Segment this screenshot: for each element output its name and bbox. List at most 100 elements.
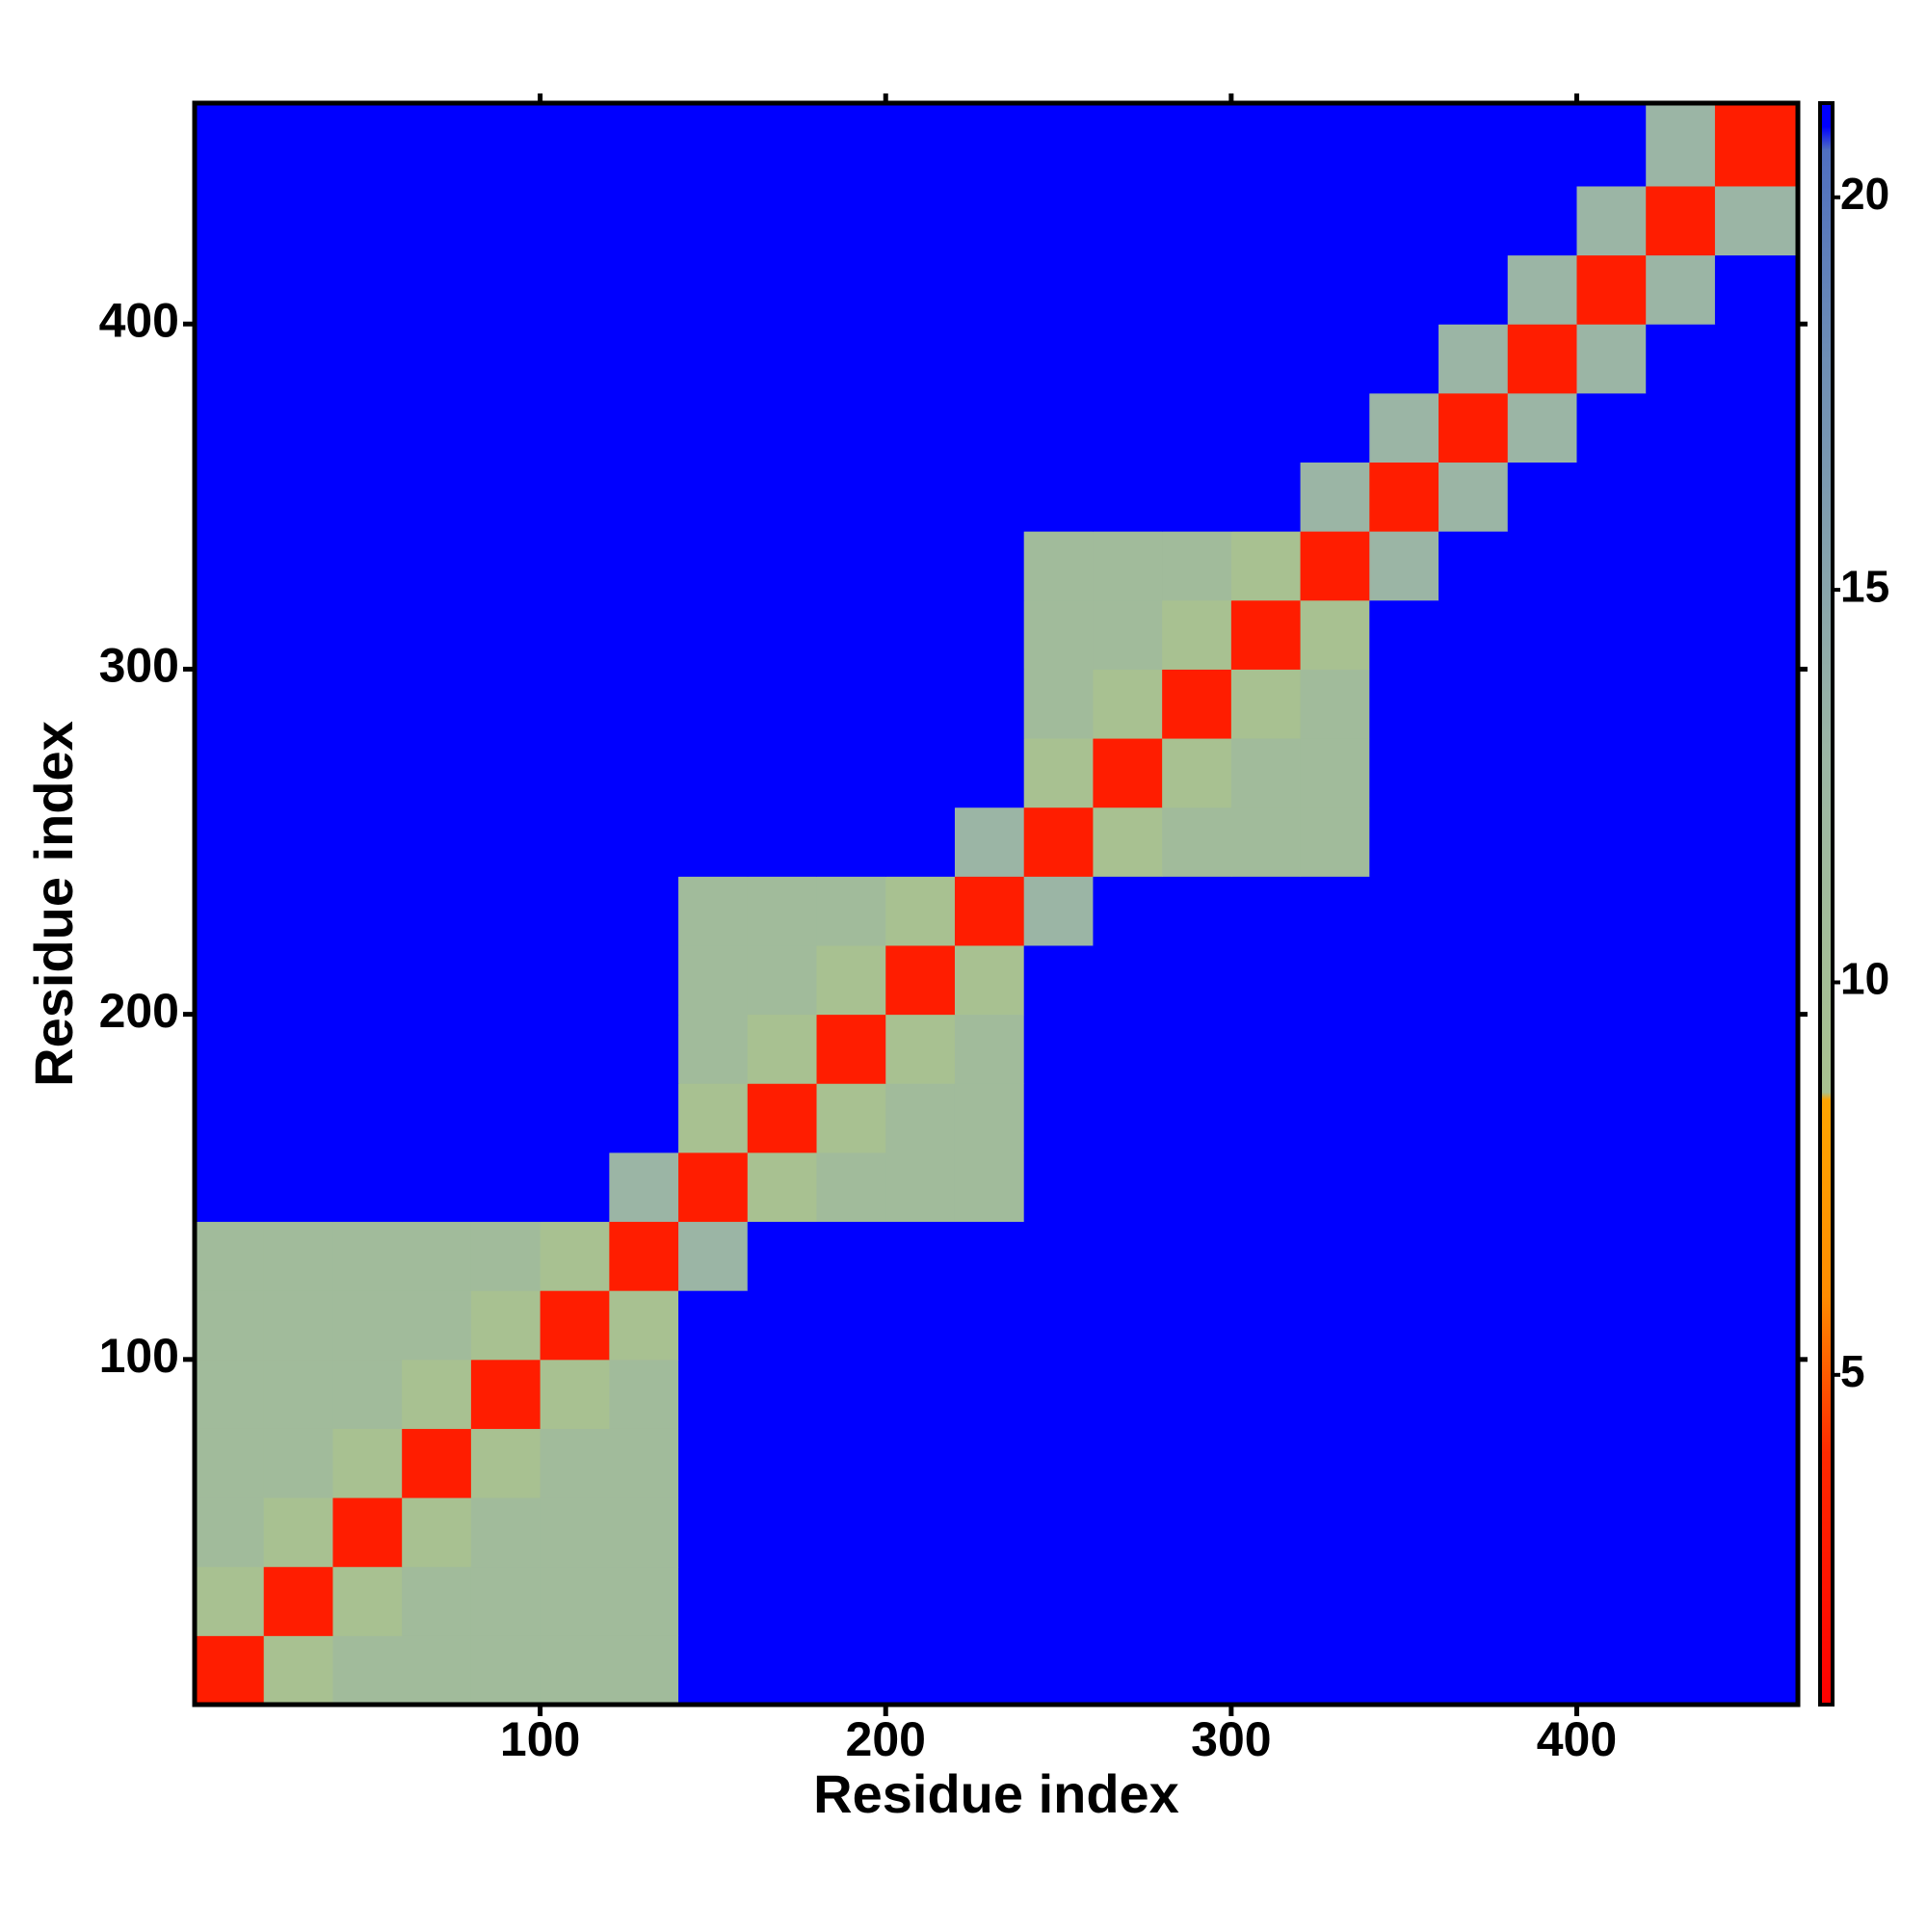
heat-cell	[1439, 324, 1509, 394]
heat-cell	[1369, 1566, 1439, 1636]
heat-cell	[263, 944, 333, 1016]
heat-cell	[470, 324, 541, 394]
colorbar	[1818, 101, 1835, 1707]
heat-cell	[816, 185, 886, 256]
heat-cell	[332, 1635, 403, 1706]
heat-cell	[1162, 1083, 1232, 1153]
heat-cell	[1646, 254, 1716, 325]
heat-cell	[470, 1014, 541, 1084]
heat-cell	[263, 462, 333, 532]
heat-cell	[1369, 1290, 1439, 1361]
heat-cell	[747, 807, 818, 877]
heat-cell	[263, 1635, 333, 1706]
heat-cell	[1162, 324, 1232, 394]
heat-cell	[678, 185, 749, 256]
heat-cell	[470, 531, 541, 601]
heat-cell	[1714, 531, 1799, 601]
heat-cell	[1369, 599, 1439, 670]
heat-cell	[1714, 462, 1799, 532]
heat-cell	[1646, 1221, 1716, 1291]
heat-cell	[816, 1635, 886, 1706]
heat-cell	[1230, 944, 1302, 1016]
heat-cell	[1646, 1151, 1716, 1223]
colorbar-tick-label: 15	[1840, 561, 1889, 611]
heat-cell	[1507, 1359, 1577, 1429]
heat-cell	[609, 185, 679, 256]
heat-cell	[816, 103, 886, 187]
heat-cell	[540, 876, 610, 946]
y-tick-label: 100	[99, 1329, 179, 1383]
heat-cell	[470, 738, 541, 808]
heat-cell	[1093, 1083, 1163, 1153]
heat-cell	[1369, 1497, 1439, 1568]
heat-cell	[1300, 1014, 1370, 1084]
heat-cell	[263, 807, 333, 877]
x-axis-title: Residue index	[813, 1763, 1179, 1824]
heat-cell	[195, 1359, 265, 1429]
heat-cell	[816, 1428, 886, 1498]
heat-cell	[263, 324, 333, 394]
heat-cell	[954, 599, 1025, 670]
heat-cell	[402, 876, 472, 946]
heat-cell	[816, 944, 886, 1016]
heat-cell	[263, 876, 333, 946]
heat-cell	[1439, 738, 1509, 808]
heat-cell	[747, 738, 818, 808]
heat-cell	[1230, 103, 1302, 187]
heat-cell	[954, 807, 1025, 877]
heat-cell	[747, 1359, 818, 1429]
heat-cell	[1300, 944, 1370, 1016]
heat-cell	[1576, 944, 1647, 1016]
heat-cell	[540, 1290, 610, 1361]
heat-cell	[263, 1566, 333, 1636]
heat-cell	[816, 254, 886, 325]
heat-cell	[1507, 1566, 1577, 1636]
heat-cell	[402, 392, 472, 463]
heat-cell	[609, 876, 679, 946]
heat-cell	[1230, 324, 1302, 394]
heat-cell	[1576, 599, 1647, 670]
heat-cell	[540, 1635, 610, 1706]
heat-cell	[678, 324, 749, 394]
heat-cell	[1439, 1151, 1509, 1223]
heat-cell	[1300, 531, 1370, 601]
heat-cell	[195, 1566, 265, 1636]
heat-cell	[1230, 1428, 1302, 1498]
heat-cell	[954, 1428, 1025, 1498]
heat-cell	[1023, 1497, 1094, 1568]
heat-cell	[1576, 103, 1647, 187]
heat-cell	[954, 254, 1025, 325]
heat-cell	[402, 103, 472, 187]
heat-cell	[332, 807, 403, 877]
heat-cell	[195, 1497, 265, 1568]
heat-cell	[540, 1566, 610, 1636]
heat-cell	[402, 807, 472, 877]
heat-cell	[332, 531, 403, 601]
x-tick-label: 100	[500, 1712, 580, 1766]
heat-cell	[402, 1014, 472, 1084]
heat-cell	[195, 1428, 265, 1498]
heat-cell	[609, 669, 679, 739]
heat-cell	[470, 1083, 541, 1153]
heat-cell	[1646, 1428, 1716, 1498]
heat-cell	[1576, 1290, 1647, 1361]
heat-cell	[1093, 1151, 1163, 1223]
heat-cell	[1507, 1497, 1577, 1568]
heat-cell	[1093, 462, 1163, 532]
heat-cell	[1300, 1635, 1370, 1706]
heat-cell	[678, 944, 749, 1016]
heat-cell	[1507, 807, 1577, 877]
heat-cell	[402, 1151, 472, 1223]
heat-cell	[747, 1566, 818, 1636]
heat-cell	[470, 462, 541, 532]
heat-cell	[1023, 876, 1094, 946]
heat-cell	[1646, 392, 1716, 463]
heat-cell	[1646, 531, 1716, 601]
y-axis-title: Residue index	[23, 721, 84, 1087]
heat-cell	[1369, 1151, 1439, 1223]
heat-cell	[470, 1221, 541, 1291]
heat-cell	[1369, 669, 1439, 739]
heat-cell	[402, 462, 472, 532]
heat-cell	[1714, 1428, 1799, 1498]
heat-cell	[470, 599, 541, 670]
